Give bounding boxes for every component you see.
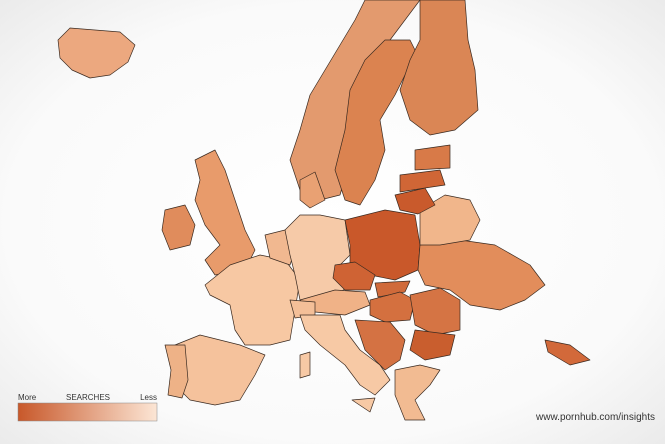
iceland bbox=[57, 27, 136, 79]
legend: More SEARCHES Less bbox=[17, 393, 158, 422]
greece bbox=[394, 364, 441, 421]
ukraine bbox=[417, 239, 546, 311]
countries bbox=[57, 0, 591, 421]
lithuania bbox=[394, 187, 436, 215]
finland bbox=[399, 0, 479, 136]
estonia bbox=[414, 144, 451, 171]
sicily bbox=[351, 397, 376, 413]
legend-more: More bbox=[18, 393, 37, 402]
bulgaria bbox=[409, 329, 456, 361]
latvia bbox=[399, 169, 446, 193]
italy bbox=[299, 314, 391, 396]
legend-title: SEARCHES bbox=[66, 393, 110, 402]
denmark bbox=[299, 171, 326, 209]
france bbox=[204, 254, 301, 346]
sardinia bbox=[299, 351, 311, 379]
poland bbox=[344, 209, 421, 281]
watermark: www.pornhub.com/insights bbox=[535, 412, 655, 423]
slovakia bbox=[374, 280, 411, 298]
ireland bbox=[161, 204, 196, 251]
hungary bbox=[369, 291, 416, 323]
czechia bbox=[332, 261, 376, 291]
legend-gradient bbox=[17, 402, 158, 422]
balkans bbox=[354, 319, 406, 371]
belarus bbox=[419, 194, 481, 246]
legend-less: Less bbox=[140, 393, 157, 402]
cyprus-turkey bbox=[544, 339, 591, 366]
portugal bbox=[164, 344, 189, 399]
